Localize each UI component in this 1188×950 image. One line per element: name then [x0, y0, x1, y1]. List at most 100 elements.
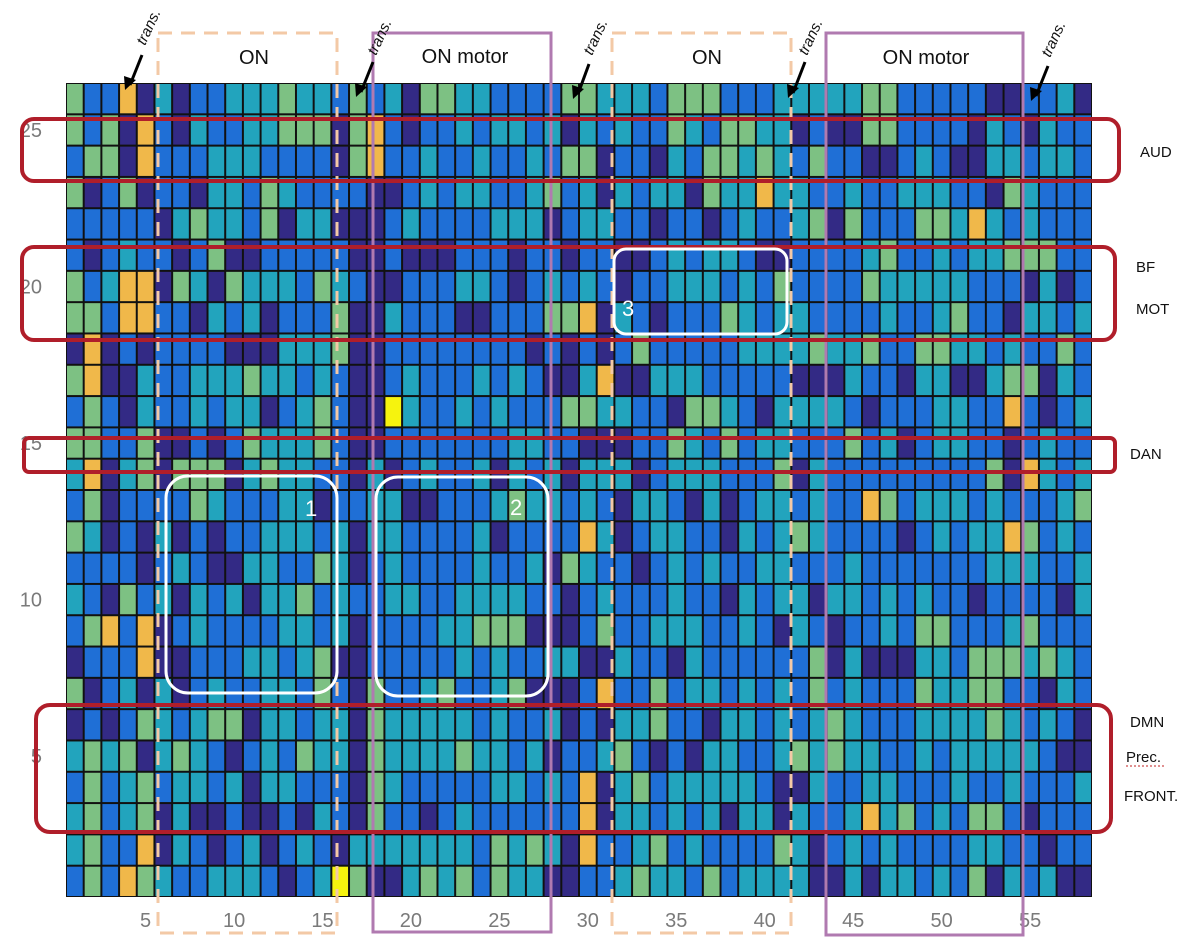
heatmap-cell-x33-y9	[633, 616, 649, 646]
heatmap-cell-x25-y25	[491, 115, 508, 145]
heatmap-cell-x55-y8	[1022, 647, 1038, 677]
heatmap-cell-x22-y19	[438, 303, 455, 333]
heatmap-cell-x57-y2	[1057, 835, 1074, 865]
heatmap-cell-x40-y15	[756, 428, 773, 458]
heatmap-cell-x43-y3	[809, 804, 826, 834]
heatmap-cell-x21-y23	[420, 177, 437, 208]
heatmap-cell-x58-y3	[1075, 804, 1091, 834]
heatmap-cell-x26-y26	[509, 84, 525, 114]
heatmap-cell-x56-y12	[1039, 522, 1056, 552]
heatmap-cell-x47-y20	[880, 271, 897, 302]
heatmap-cell-x46-y14	[863, 459, 879, 489]
heatmap-cell-x9-y21	[208, 240, 225, 270]
heatmap-cell-x47-y25	[880, 115, 897, 145]
heatmap-cell-x51-y10	[951, 584, 968, 615]
heatmap-cell-x11-y20	[243, 271, 260, 302]
heatmap-cell-x2-y3	[84, 804, 101, 834]
heatmap-cell-x3-y15	[102, 428, 119, 458]
heatmap-cell-x47-y16	[880, 397, 897, 427]
heatmap-cell-x44-y12	[827, 522, 844, 552]
heatmap-cell-x29-y8	[562, 647, 578, 677]
heatmap-cell-x13-y1	[279, 866, 295, 896]
heatmap-cell-x18-y22	[367, 209, 384, 239]
heatmap-cell-x58-y1	[1075, 866, 1091, 896]
heatmap-cell-x55-y24	[1022, 146, 1038, 176]
heatmap-cell-x8-y20	[190, 271, 207, 302]
heatmap-cell-x1-y23	[67, 177, 83, 208]
dan-label: DAN	[1130, 446, 1162, 463]
heatmap-cell-x13-y21	[279, 240, 295, 270]
heatmap-cell-x57-y1	[1057, 866, 1074, 896]
on-label-2: ON	[692, 47, 722, 69]
heatmap-cell-x13-y16	[279, 397, 295, 427]
heatmap-cell-x36-y25	[686, 115, 702, 145]
heatmap-cell-x19-y12	[385, 522, 402, 552]
heatmap-cell-x53-y21	[986, 240, 1003, 270]
heatmap-cell-x34-y23	[650, 177, 667, 208]
heatmap-cell-x4-y5	[120, 741, 136, 771]
heatmap-cell-x39-y4	[739, 772, 755, 803]
heatmap-cell-x5-y17	[137, 365, 154, 396]
heatmap-cell-x43-y12	[809, 522, 826, 552]
heatmap-cell-x48-y9	[898, 616, 915, 646]
heatmap-cell-x33-y11	[633, 553, 649, 583]
heatmap-cell-x42-y16	[792, 397, 808, 427]
heatmap-cell-x16-y13	[332, 491, 349, 521]
heatmap-cell-x7-y14	[173, 459, 189, 489]
heatmap-cell-x36-y19	[686, 303, 702, 333]
heatmap-cell-x25-y3	[491, 804, 508, 834]
heatmap-cell-x27-y22	[526, 209, 543, 239]
network-boxes: AUD BF MOT DAN DMN Prec. FRONT.	[20, 117, 1178, 834]
heatmap-cell-x15-y6	[314, 710, 331, 740]
heatmap-cell-x17-y24	[350, 146, 366, 176]
heatmap-cell-x27-y8	[526, 647, 543, 677]
heatmap-cell-x10-y26	[226, 84, 242, 114]
heatmap-cell-x47-y1	[880, 866, 897, 896]
heatmap-cell-x9-y19	[208, 303, 225, 333]
heatmap-cell-x18-y3	[367, 804, 384, 834]
heatmap-cell-x36-y23	[686, 177, 702, 208]
heatmap-cell-x41-y22	[774, 209, 791, 239]
heatmap-cell-x42-y26	[792, 84, 808, 114]
heatmap-cell-x48-y15	[898, 428, 915, 458]
heatmap-cell-x23-y10	[456, 584, 472, 615]
heatmap-cell-x58-y14	[1075, 459, 1091, 489]
heatmap-cell-x1-y3	[67, 804, 83, 834]
heatmap-cell-x41-y12	[774, 522, 791, 552]
heatmap-cell-x43-y13	[809, 491, 826, 521]
heatmap-cell-x16-y14	[332, 459, 349, 489]
heatmap-cell-x36-y24	[686, 146, 702, 176]
heatmap-cell-x55-y25	[1022, 115, 1038, 145]
heatmap-cell-x43-y6	[809, 710, 826, 740]
heatmap-cell-x12-y8	[261, 647, 278, 677]
heatmap-cell-x26-y4	[509, 772, 525, 803]
heatmap-cell-x53-y5	[986, 741, 1003, 771]
heatmap-cell-x45-y16	[845, 397, 862, 427]
heatmap-cell-x12-y1	[261, 866, 278, 896]
heatmap-cell-x3-y9	[102, 616, 119, 646]
heatmap-cell-x57-y10	[1057, 584, 1074, 615]
heatmap-cell-x24-y22	[473, 209, 490, 239]
heatmap-cell-x42-y25	[792, 115, 808, 145]
heatmap-cell-x23-y4	[456, 772, 472, 803]
heatmap-cell-x18-y6	[367, 710, 384, 740]
heatmap-cell-x46-y21	[863, 240, 879, 270]
heatmap-cell-x54-y7	[1004, 678, 1021, 709]
heatmap-cell-x46-y22	[863, 209, 879, 239]
heatmap-cell-x20-y23	[403, 177, 419, 208]
heatmap-cell-x1-y12	[67, 522, 83, 552]
heatmap-cell-x50-y15	[933, 428, 950, 458]
heatmap-cell-x30-y20	[580, 271, 596, 302]
heatmap-cell-x58-y4	[1075, 772, 1091, 803]
heatmap-cell-x23-y20	[456, 271, 472, 302]
heatmap-cell-x44-y20	[827, 271, 844, 302]
heatmap-cell-x1-y10	[67, 584, 83, 615]
heatmap-cell-x25-y20	[491, 271, 508, 302]
heatmap-cell-x24-y14	[473, 459, 490, 489]
heatmap-cell-x15-y1	[314, 866, 331, 896]
heatmap-cell-x51-y16	[951, 397, 968, 427]
heatmap-cell-x11-y12	[243, 522, 260, 552]
highlight-box-1-number: 1	[305, 496, 317, 521]
heatmap-cell-x44-y2	[827, 835, 844, 865]
heatmap-cell-x45-y2	[845, 835, 862, 865]
